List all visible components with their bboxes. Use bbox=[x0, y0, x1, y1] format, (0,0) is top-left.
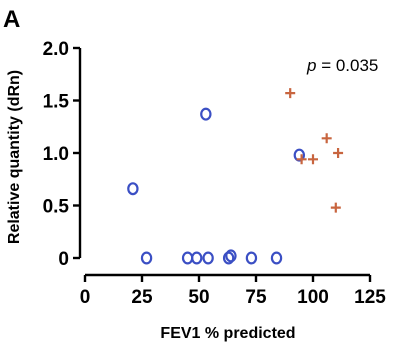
x-tick-label: 75 bbox=[245, 287, 267, 308]
axes bbox=[78, 48, 370, 277]
x-tick-label: 100 bbox=[297, 287, 329, 308]
data-point-plus bbox=[330, 202, 341, 213]
y-tick-label: 0.5 bbox=[43, 197, 70, 218]
data-point-circle bbox=[270, 251, 283, 265]
p-value-text: = 0.035 bbox=[316, 56, 378, 75]
data-point-plus bbox=[308, 154, 318, 165]
x-tick-label: 125 bbox=[354, 287, 386, 308]
x-axis-title: FEV1 % predicted bbox=[160, 325, 295, 342]
y-axis-title: Relative quantity (dRn) bbox=[6, 70, 23, 244]
x-tick-label: 0 bbox=[80, 287, 91, 308]
data-point-circle bbox=[225, 249, 237, 263]
data-point-circle bbox=[191, 251, 203, 265]
x-tick-label: 25 bbox=[131, 287, 153, 308]
y-ticks: 0 0.5 1.0 1.5 2.0 bbox=[43, 39, 80, 270]
data-point-plus bbox=[296, 154, 307, 165]
data-point-plus bbox=[333, 148, 344, 158]
data-point-circle bbox=[293, 148, 306, 162]
y-tick-label: 0 bbox=[58, 249, 69, 270]
x-tick-label: 50 bbox=[188, 287, 209, 308]
p-value-symbol: p bbox=[306, 56, 316, 75]
p-value-annotation: p = 0.035 bbox=[306, 56, 378, 75]
data-point-circle bbox=[202, 251, 214, 265]
data-point-plus bbox=[321, 133, 332, 144]
y-tick-label: 1.5 bbox=[43, 92, 70, 113]
y-tick-label: 2.0 bbox=[43, 39, 69, 60]
data-point-circle bbox=[140, 251, 153, 265]
x-ticks: 0 25 50 75 100 125 bbox=[80, 275, 386, 308]
data-point-plus bbox=[285, 88, 296, 99]
data-point-circle bbox=[245, 251, 258, 265]
data-point-circle bbox=[200, 107, 212, 121]
data-point-circle bbox=[127, 182, 139, 196]
data-point-circle bbox=[181, 251, 194, 265]
data-point-circle bbox=[222, 251, 235, 265]
panel-label: A bbox=[3, 6, 20, 33]
y-tick-label: 1.0 bbox=[43, 144, 69, 165]
data-points bbox=[127, 88, 344, 265]
